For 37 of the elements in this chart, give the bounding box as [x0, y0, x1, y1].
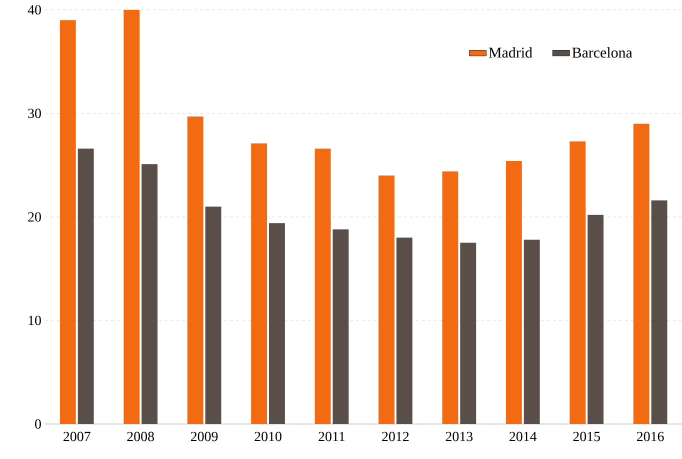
y-tick-label: 30	[28, 108, 41, 118]
x-tick-label: 2009	[190, 432, 218, 442]
bar	[460, 242, 476, 424]
bar	[506, 161, 522, 424]
bar	[205, 206, 222, 424]
x-tick-label: 2015	[573, 432, 600, 442]
bar	[442, 171, 458, 424]
x-tick-label: 2013	[446, 432, 473, 442]
x-tick-label: 2010	[254, 432, 282, 442]
bar	[269, 223, 285, 424]
legend-label: Barcelona	[572, 47, 632, 58]
bar	[633, 124, 650, 424]
y-tick-label: 0	[35, 419, 41, 429]
bar	[60, 20, 76, 424]
bar	[651, 200, 668, 424]
bar	[588, 214, 604, 424]
bar	[124, 10, 140, 424]
x-tick-label: 2014	[510, 432, 537, 442]
bar	[524, 240, 540, 424]
x-tick-label: 2008	[127, 432, 154, 442]
bar	[378, 176, 394, 424]
bar	[78, 148, 94, 424]
bar	[570, 141, 586, 424]
bar	[251, 143, 268, 424]
y-tick-label: 20	[28, 212, 41, 222]
legend-label: Madrid	[488, 47, 532, 58]
bar	[332, 229, 349, 424]
y-tick-label: 40	[28, 5, 41, 15]
bar	[314, 148, 331, 424]
x-tick-label: 2011	[318, 432, 345, 442]
y-tick-label: 10	[28, 316, 41, 326]
x-tick-label: 2016	[636, 432, 664, 442]
bar	[142, 164, 158, 424]
x-tick-label: 2007	[64, 432, 90, 442]
bar	[187, 116, 204, 424]
x-tick-label: 2012	[382, 432, 409, 442]
bar	[396, 238, 412, 424]
